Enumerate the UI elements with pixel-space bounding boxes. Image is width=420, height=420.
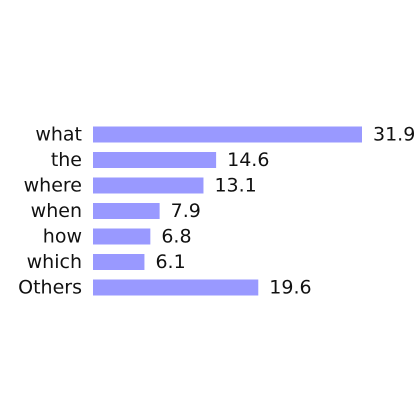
value-labels: 31.9 14.6 13.1 7.9 6.8 6.1 19.6	[155, 124, 415, 299]
category-label-how: how	[43, 226, 82, 248]
value-label-the: 14.6	[227, 149, 269, 171]
value-label-which: 6.1	[155, 251, 185, 273]
category-label-the: the	[51, 149, 82, 171]
bar-how	[93, 228, 151, 245]
category-label-where: where	[24, 175, 82, 197]
value-label-what: 31.9	[373, 124, 415, 146]
bar-which	[93, 254, 145, 270]
category-label-when: when	[31, 200, 82, 222]
category-label-others: Others	[18, 277, 82, 299]
bar-the	[93, 152, 217, 168]
bar-when	[93, 203, 160, 219]
value-label-where: 13.1	[214, 175, 256, 197]
category-label-which: which	[27, 251, 82, 273]
bar-what	[93, 126, 362, 143]
category-labels: what the where when how which Others	[18, 124, 82, 299]
value-label-how: 6.8	[161, 226, 191, 248]
value-label-others: 19.6	[269, 277, 311, 299]
bars	[93, 126, 362, 296]
value-label-when: 7.9	[171, 200, 201, 222]
bar-others	[93, 279, 259, 296]
category-label-what: what	[35, 124, 82, 146]
bar-where	[93, 177, 204, 194]
